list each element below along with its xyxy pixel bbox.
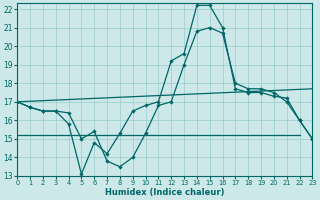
- X-axis label: Humidex (Indice chaleur): Humidex (Indice chaleur): [105, 188, 225, 197]
